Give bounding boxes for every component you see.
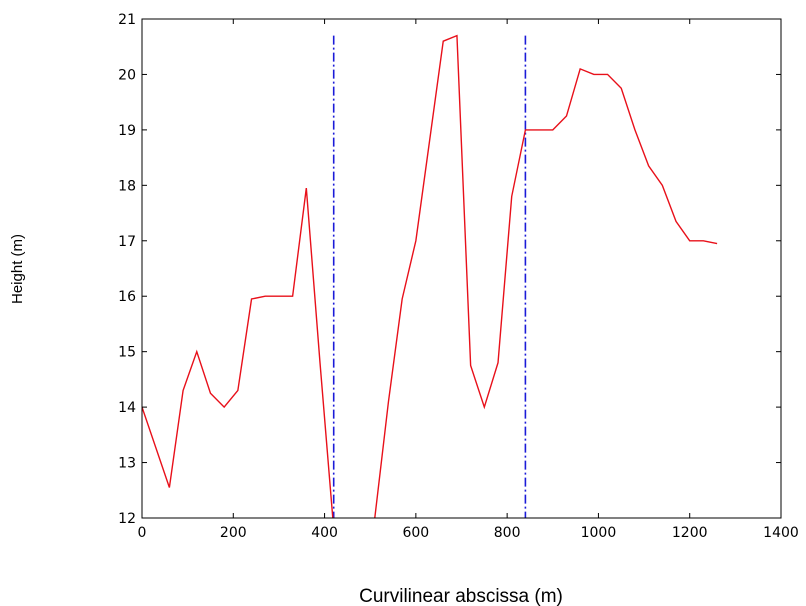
x-tick-label: 200 xyxy=(220,525,247,541)
y-tick-label: 18 xyxy=(118,178,136,194)
y-axis-label: Height (m) xyxy=(9,234,26,304)
x-axis-label: Curvilinear abscissa (m) xyxy=(359,586,563,606)
y-tick-label: 20 xyxy=(118,67,136,83)
x-tick-label: 400 xyxy=(311,525,338,541)
x-tick-label: 600 xyxy=(402,525,429,541)
y-tick-label: 12 xyxy=(118,511,136,527)
y-tick-label: 13 xyxy=(118,456,136,472)
y-tick-label: 14 xyxy=(118,400,136,416)
plot-frame xyxy=(141,18,782,519)
x-tick-label: 1400 xyxy=(763,525,799,541)
axes: 0 200 400 600 800 1000 1200 1400 12 13 14 15 16 17 18 1… xyxy=(118,12,799,541)
y-tick-label: 17 xyxy=(118,234,136,250)
y-tick-label: 21 xyxy=(118,12,136,28)
series-line-segment-2 xyxy=(374,34,718,518)
series-line-segment-1 xyxy=(142,188,334,518)
x-tick-label: 800 xyxy=(494,525,521,541)
x-tick-label: 1200 xyxy=(672,525,708,541)
x-tick-label: 1000 xyxy=(581,525,617,541)
x-tick-label: 0 xyxy=(138,525,147,541)
y-tick-label: 15 xyxy=(118,345,136,361)
y-tick-label: 16 xyxy=(118,289,136,305)
plot-area xyxy=(142,34,718,518)
y-tick-label: 19 xyxy=(118,123,136,139)
